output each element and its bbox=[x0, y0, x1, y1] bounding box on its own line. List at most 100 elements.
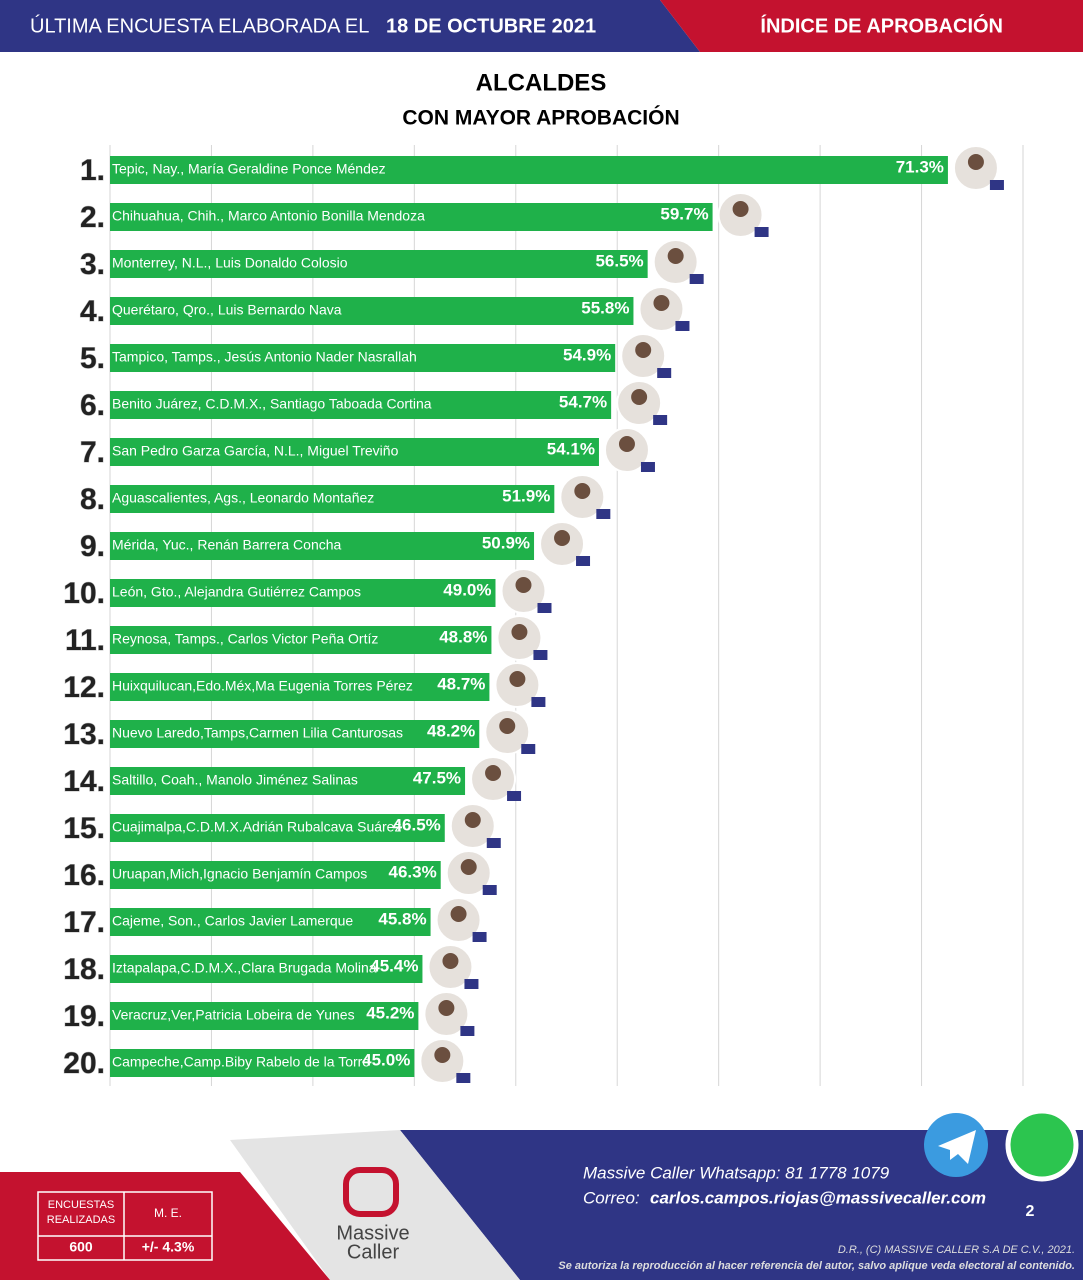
category-label: Tampico, Tamps., Jesús Antonio Nader Nas… bbox=[112, 349, 417, 365]
value-label: 45.2% bbox=[366, 1003, 414, 1022]
value-label: 48.7% bbox=[437, 674, 485, 693]
portrait-head bbox=[631, 389, 648, 405]
whatsapp-icon bbox=[1005, 1108, 1079, 1182]
bar bbox=[110, 908, 431, 936]
portrait-head bbox=[967, 154, 984, 170]
party-badge bbox=[531, 697, 546, 707]
category-label: Chihuahua, Chih., Marco Antonio Bonilla … bbox=[112, 208, 425, 224]
portrait-head bbox=[460, 859, 477, 875]
value-label: 45.8% bbox=[378, 909, 426, 928]
rank-label: 7. bbox=[80, 436, 105, 469]
category-label: Uruapan,Mich,Ignacio Benjamín Campos bbox=[112, 866, 367, 882]
header-band bbox=[0, 0, 700, 52]
header-lead: ÚLTIMA ENCUESTA ELABORADA EL bbox=[30, 14, 369, 37]
bar bbox=[110, 720, 480, 748]
value-label: 45.4% bbox=[370, 956, 418, 975]
footer-email-label: Correo: bbox=[583, 1188, 640, 1207]
value-label: 48.2% bbox=[427, 721, 475, 740]
bar bbox=[110, 391, 612, 419]
category-label: Veracruz,Ver,Patricia Lobeira de Yunes bbox=[112, 1007, 355, 1023]
party-badge bbox=[675, 321, 690, 331]
rank-label: 6. bbox=[80, 389, 105, 422]
bar bbox=[110, 767, 466, 795]
rank-label: 2. bbox=[80, 201, 105, 234]
rank-label: 18. bbox=[63, 953, 105, 986]
portrait-head bbox=[509, 671, 526, 687]
footer-gray bbox=[230, 1130, 520, 1280]
party-badge bbox=[640, 462, 655, 472]
logo-text: Massive bbox=[336, 1222, 409, 1244]
category-label: Nuevo Laredo,Tamps,Carmen Lilia Canturos… bbox=[112, 725, 403, 741]
portrait-head bbox=[515, 577, 532, 593]
category-label: Iztapalapa,C.D.M.X.,Clara Brugada Molina bbox=[112, 960, 377, 976]
portrait-head bbox=[464, 812, 481, 828]
party-badge bbox=[456, 1073, 471, 1083]
party-badge bbox=[596, 509, 611, 519]
bar bbox=[110, 955, 423, 983]
rank-label: 12. bbox=[63, 671, 105, 704]
party-badge bbox=[989, 180, 1004, 190]
category-label: Querétaro, Qro., Luis Bernardo Nava bbox=[112, 302, 342, 318]
footer-rights: D.R., (C) MASSIVE CALLER S.A DE C.V., 20… bbox=[838, 1244, 1075, 1256]
party-badge bbox=[689, 274, 704, 284]
portrait-head bbox=[434, 1047, 451, 1063]
portrait-head bbox=[618, 436, 635, 452]
table-cell: +/- 4.3% bbox=[142, 1239, 195, 1255]
rank-label: 16. bbox=[63, 859, 105, 892]
party-badge bbox=[657, 368, 672, 378]
bar bbox=[110, 532, 535, 560]
portrait-head bbox=[442, 953, 459, 969]
rank-label: 17. bbox=[63, 906, 105, 939]
party-badge bbox=[521, 744, 536, 754]
rank-label: 5. bbox=[80, 342, 105, 375]
bar bbox=[110, 814, 445, 842]
rank-label: 9. bbox=[80, 530, 105, 563]
portrait-head bbox=[635, 342, 652, 358]
category-label: Huixquilucan,Edo.Méx,Ma Eugenia Torres P… bbox=[112, 678, 413, 694]
table-head: ENCUESTAS REALIZADAS bbox=[46, 1199, 116, 1226]
value-label: 51.9% bbox=[502, 486, 550, 505]
party-badge bbox=[460, 1026, 475, 1036]
rank-label: 8. bbox=[80, 483, 105, 516]
footer-band bbox=[400, 1130, 1083, 1280]
category-label: Cajeme, Son., Carlos Javier Lamerque bbox=[112, 913, 353, 929]
portrait-head bbox=[438, 1000, 455, 1016]
bar bbox=[110, 250, 648, 278]
stats-table bbox=[37, 1191, 213, 1261]
value-label: 47.5% bbox=[413, 768, 461, 787]
value-label: 54.7% bbox=[559, 392, 607, 411]
chart-title: ALCALDES bbox=[476, 69, 607, 96]
party-badge bbox=[533, 650, 548, 660]
value-label: 46.5% bbox=[393, 815, 441, 834]
party-badge bbox=[482, 885, 497, 895]
category-label: San Pedro Garza García, N.L., Miguel Tre… bbox=[112, 443, 399, 459]
rank-label: 3. bbox=[80, 248, 105, 281]
category-label: Reynosa, Tamps., Carlos Victor Peña Ortí… bbox=[112, 631, 378, 647]
telegram-glyph bbox=[938, 1130, 976, 1164]
table-head-cell: ENCUESTAS REALIZADAS bbox=[46, 1199, 116, 1226]
bar bbox=[110, 626, 492, 654]
bar bbox=[110, 297, 634, 325]
party-badge bbox=[576, 556, 591, 566]
header-date: 18 DE OCTUBRE 2021 bbox=[386, 15, 596, 37]
category-label: Tepic, Nay., María Geraldine Ponce Ménde… bbox=[112, 161, 386, 177]
value-label: 46.3% bbox=[389, 862, 437, 881]
bar bbox=[110, 156, 948, 184]
rank-label: 20. bbox=[63, 1047, 105, 1080]
party-badge bbox=[537, 603, 552, 613]
value-label: 55.8% bbox=[581, 298, 629, 317]
rank-label: 11. bbox=[65, 624, 105, 657]
portrait-head bbox=[499, 718, 516, 734]
portrait-head bbox=[511, 624, 528, 640]
category-label: Cuajimalpa,C.D.M.X.Adrián Rubalcava Suár… bbox=[112, 819, 401, 835]
portrait-head bbox=[667, 248, 684, 264]
portrait-head bbox=[574, 483, 591, 499]
header-band-red bbox=[660, 0, 1083, 52]
value-label: 54.9% bbox=[563, 345, 611, 364]
logo-text: Caller bbox=[347, 1241, 400, 1263]
portrait-head bbox=[554, 530, 571, 546]
value-label: 56.5% bbox=[595, 251, 643, 270]
value-label: 71.3% bbox=[896, 157, 944, 176]
page-number: 2 bbox=[1026, 1203, 1035, 1220]
